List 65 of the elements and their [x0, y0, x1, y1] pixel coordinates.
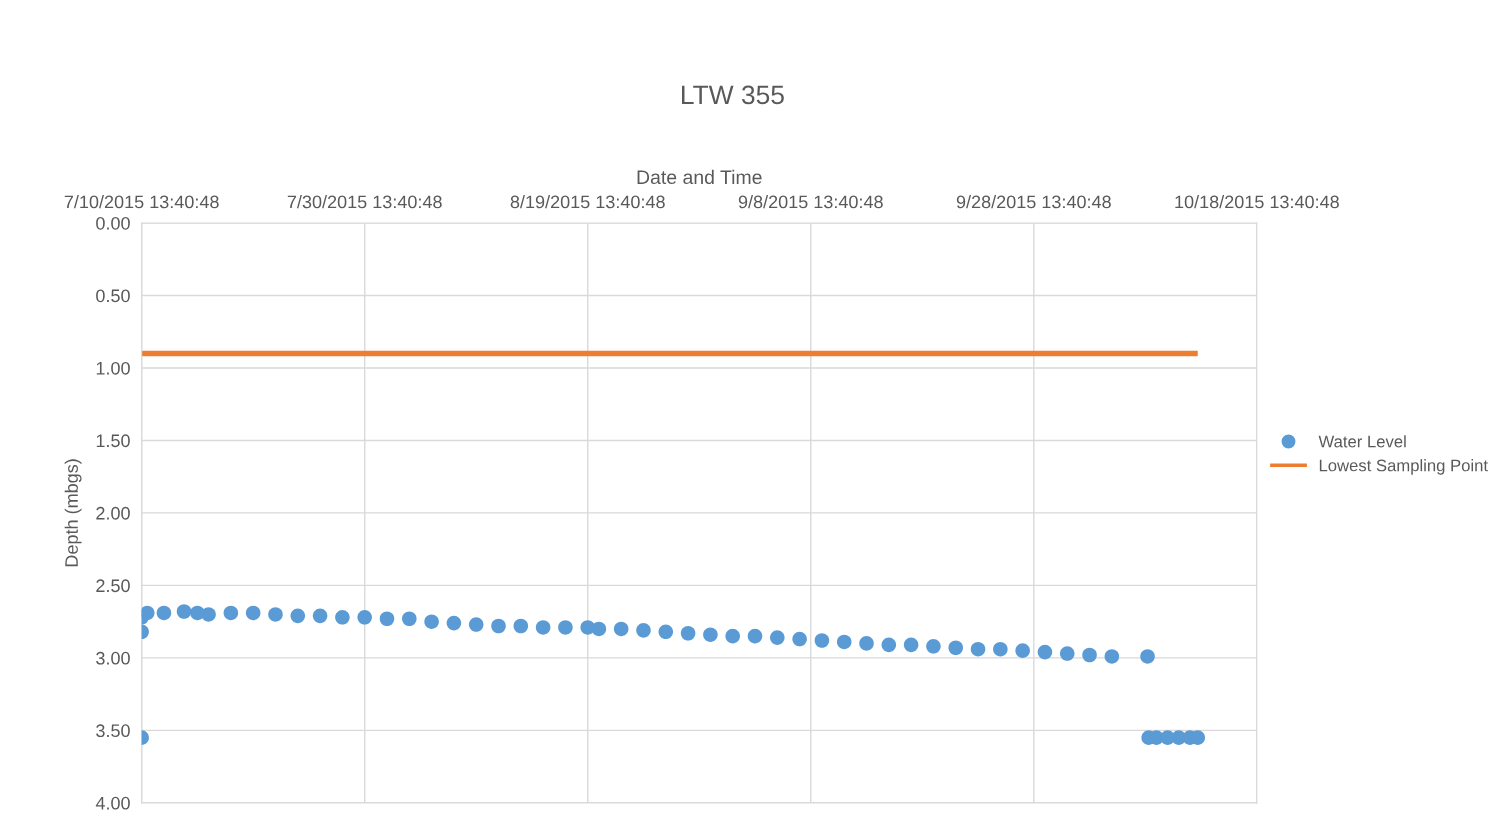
x-axis-title: Date and Time: [637, 169, 762, 185]
y-tick-label: 0.00: [96, 216, 130, 230]
y-tick-label: 1.50: [96, 434, 130, 448]
point: [176, 604, 192, 619]
point: [703, 627, 718, 642]
point: [357, 610, 372, 625]
point: [903, 637, 919, 653]
point: [1059, 646, 1075, 661]
y-tick-label: 3.00: [96, 651, 130, 665]
point: [513, 618, 529, 634]
y-tick-label: 4.00: [95, 796, 130, 810]
point: [156, 605, 172, 621]
x-tick-label: 10/18/2015 13:40:48: [1175, 195, 1339, 209]
point: [636, 623, 651, 638]
point: [859, 636, 874, 651]
y-axis-title: Depth (mbgs): [64, 459, 82, 567]
point: [402, 611, 417, 627]
y-tick-label: 1.00: [96, 361, 130, 375]
point: [312, 608, 328, 624]
point: [948, 640, 964, 656]
point: [770, 630, 785, 645]
point: [1104, 649, 1120, 664]
x-tick-label: 7/10/2015 13:40:48: [64, 195, 219, 209]
point: [491, 618, 506, 634]
point: [993, 641, 1008, 657]
y-tick-label: 2.00: [96, 506, 130, 520]
point: [558, 620, 573, 635]
point: [747, 628, 763, 644]
x-tick-label: 7/30/2015 13:40:48: [287, 195, 442, 209]
point: [680, 625, 696, 641]
legend-label: Lowest Sampling Point: [1319, 459, 1488, 475]
point: [1037, 644, 1053, 660]
x-tick-label: 8/19/2015 13:40:48: [510, 195, 665, 209]
point: [591, 621, 607, 637]
point: [535, 620, 551, 635]
point: [1140, 649, 1155, 664]
legend-label: Water Level: [1318, 435, 1406, 448]
y-tick-label: 3.50: [96, 724, 130, 738]
point: [223, 605, 239, 621]
point: [658, 624, 674, 640]
point: [881, 637, 897, 653]
point: [926, 639, 941, 654]
point: [613, 621, 629, 637]
point: [268, 607, 283, 622]
chart-title: LTW 355: [682, 85, 784, 105]
point: [814, 633, 830, 648]
point: [725, 628, 740, 644]
y-tick-label: 0.50: [96, 289, 130, 303]
point: [379, 611, 395, 627]
y-tick-label: 2.50: [96, 579, 130, 593]
point: [290, 608, 306, 624]
point: [424, 614, 439, 629]
point: [201, 607, 216, 622]
point: [141, 605, 155, 621]
point: [245, 605, 261, 621]
point: [1082, 647, 1097, 663]
point: [970, 641, 986, 657]
x-tick-label: 9/8/2015 13:40:48: [738, 195, 883, 209]
point: [836, 634, 852, 650]
point: [468, 617, 484, 632]
point: [335, 610, 350, 625]
point: [446, 615, 462, 631]
x-tick-label: 9/28/2015 13:40:48: [956, 195, 1111, 209]
point: [792, 631, 807, 647]
point: [1015, 643, 1030, 658]
